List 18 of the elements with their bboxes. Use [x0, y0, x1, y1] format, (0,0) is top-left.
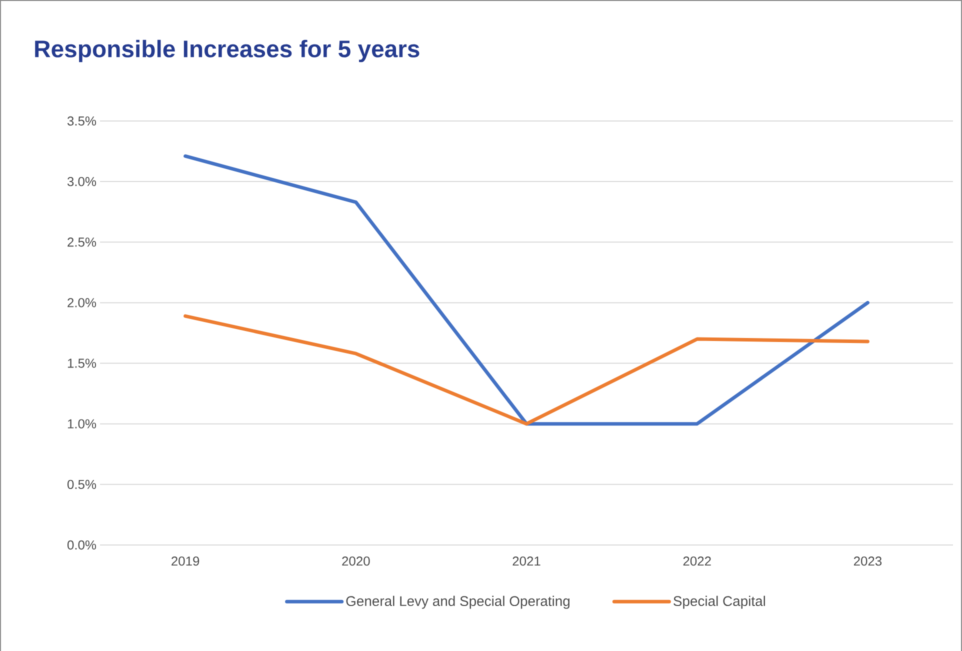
legend-label: General Levy and Special Operating [346, 596, 570, 609]
y-tick-label: 1.5% [68, 358, 96, 368]
line-series [184, 154, 870, 426]
x-tick-label: 2020 [342, 556, 370, 566]
x-tick-label: 2019 [172, 556, 200, 566]
y-tick-label: 2.5% [68, 238, 96, 247]
line-series [184, 314, 870, 426]
x-tick-label: 2022 [683, 556, 711, 566]
y-tick-label: 1.0% [68, 419, 96, 428]
x-tick-label: 2023 [854, 556, 882, 566]
y-tick-label: 3.0% [67, 176, 96, 186]
legend-label: Special Capital [674, 596, 765, 609]
y-tick-label: 0.5% [67, 480, 96, 489]
y-tick-label: 2.0% [68, 298, 96, 308]
x-tick-label: 2021 [512, 556, 540, 566]
y-tick-label: 3.5% [67, 116, 96, 126]
y-tick-label: 0.0% [67, 540, 96, 550]
chart-title: Responsible Increases for 5 years [35, 40, 420, 62]
